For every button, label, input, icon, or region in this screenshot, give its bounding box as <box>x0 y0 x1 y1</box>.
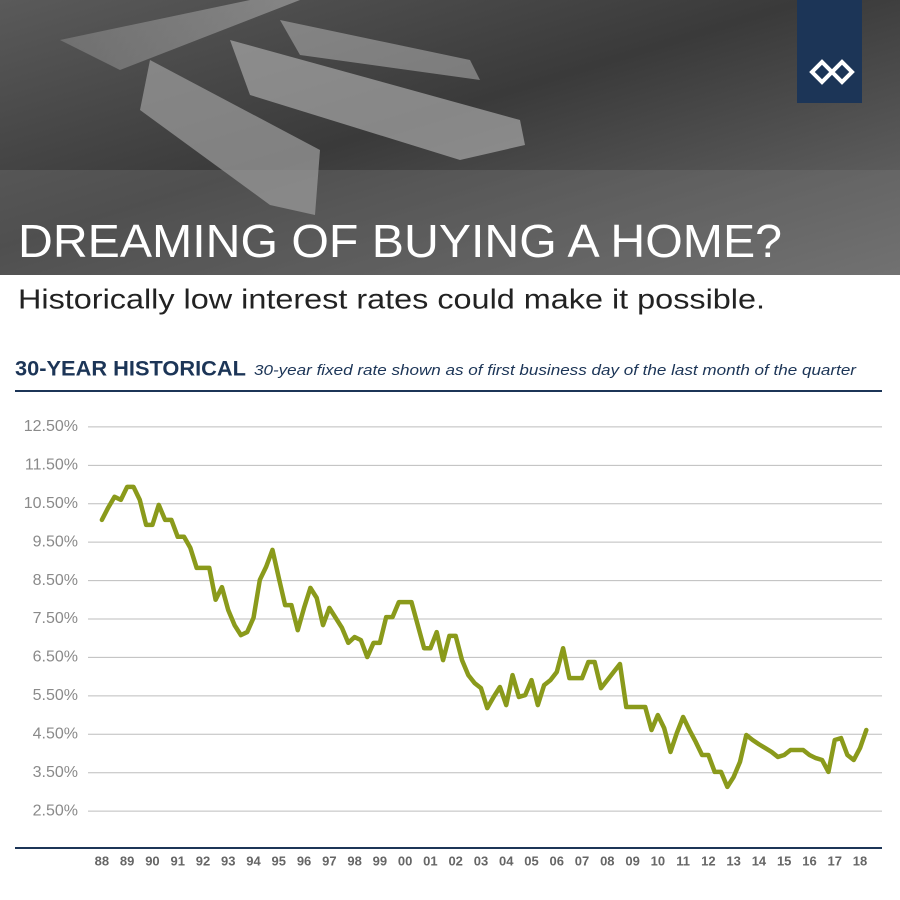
x-tick-label: 08 <box>600 853 614 868</box>
x-tick-label: 10 <box>651 853 665 868</box>
x-tick-label: 88 <box>95 853 109 868</box>
x-tick-label: 18 <box>853 853 867 868</box>
hero-photo <box>0 0 900 275</box>
x-tick-label: 92 <box>196 853 210 868</box>
x-tick-label: 13 <box>726 853 740 868</box>
y-tick-label: 9.50% <box>33 533 78 550</box>
subheadline: Historically low interest rates could ma… <box>18 283 765 314</box>
y-tick-label: 8.50% <box>33 572 78 589</box>
x-tick-label: 02 <box>448 853 462 868</box>
y-tick-label: 4.50% <box>33 725 78 742</box>
x-tick-label: 91 <box>170 853 184 868</box>
x-tick-label: 97 <box>322 853 336 868</box>
y-tick-label: 11.50% <box>25 457 78 474</box>
rate-line <box>99 484 869 790</box>
y-tick-label: 12.50% <box>24 418 78 435</box>
logo <box>797 0 862 103</box>
x-tick-label: 15 <box>777 853 791 868</box>
y-tick-label: 6.50% <box>33 649 78 666</box>
chart-title: 30-YEAR HISTORICAL <box>15 358 246 381</box>
y-tick-label: 7.50% <box>33 610 78 627</box>
x-tick-label: 93 <box>221 853 235 868</box>
x-tick-label: 06 <box>550 853 564 868</box>
x-tick-label: 04 <box>499 853 514 868</box>
x-tick-label: 16 <box>802 853 816 868</box>
y-tick-label: 5.50% <box>33 687 78 704</box>
x-tick-label: 98 <box>347 853 361 868</box>
x-tick-label: 03 <box>474 853 488 868</box>
x-tick-label: 99 <box>373 853 387 868</box>
x-tick-label: 11 <box>676 853 690 868</box>
x-tick-label: 00 <box>398 853 412 868</box>
x-tick-label: 09 <box>625 853 639 868</box>
x-tick-label: 89 <box>120 853 134 868</box>
x-tick-label: 90 <box>145 853 159 868</box>
x-tick-label: 14 <box>752 853 767 868</box>
x-tick-label: 12 <box>701 853 715 868</box>
x-tick-label: 17 <box>828 853 842 868</box>
headline: DREAMING OF BUYING A HOME? <box>18 215 782 267</box>
y-tick-label: 2.50% <box>33 802 78 819</box>
y-tick-label: 10.50% <box>24 495 78 512</box>
chart-subtitle: 30-year fixed rate shown as of first bus… <box>254 362 857 379</box>
x-tick-label: 94 <box>246 853 261 868</box>
x-tick-label: 05 <box>524 853 538 868</box>
x-tick-label: 96 <box>297 853 311 868</box>
x-tick-label: 95 <box>272 853 286 868</box>
x-tick-label: 01 <box>423 853 437 868</box>
y-tick-label: 3.50% <box>33 764 78 781</box>
x-tick-label: 07 <box>575 853 589 868</box>
plot: 12.50% 11.50% 10.50% 9.50% 8.50% 7.50% 6.50% 5.… <box>24 418 882 868</box>
